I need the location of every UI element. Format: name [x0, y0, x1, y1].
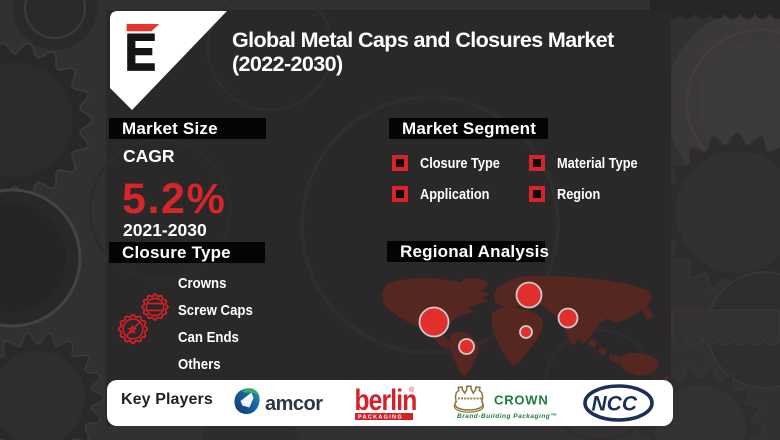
svg-text:CROWN: CROWN [494, 393, 549, 408]
svg-text:Brand-Building Packaging™: Brand-Building Packaging™ [457, 413, 557, 420]
svg-text:PACKAGING: PACKAGING [358, 415, 403, 421]
svg-text:®: ® [409, 386, 415, 394]
svg-text:amcor: amcor [265, 393, 323, 415]
svg-text:berlin: berlin [354, 384, 416, 417]
svg-text:NCC: NCC [592, 393, 638, 416]
